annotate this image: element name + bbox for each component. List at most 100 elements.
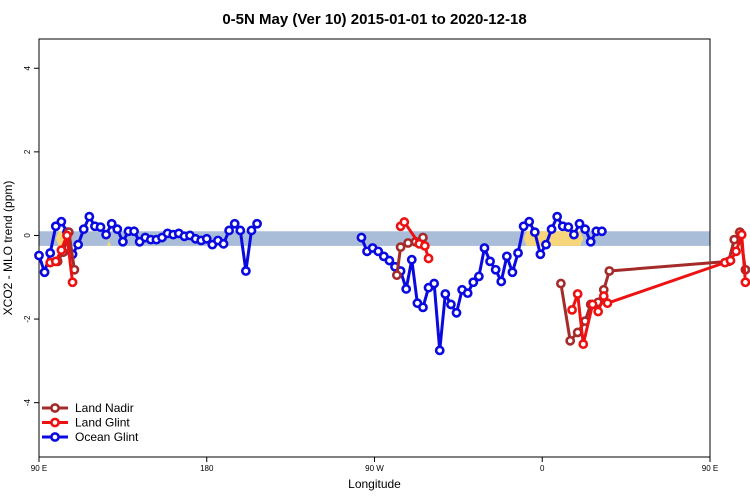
data-point	[462, 288, 473, 299]
data-point	[429, 278, 440, 289]
y-axis-label: XCO2 - MLO trend (ppm)	[1, 181, 15, 316]
legend-marker	[50, 403, 60, 413]
data-point	[434, 345, 445, 356]
chart-title: 0-5N May (Ver 10) 2015-01-01 to 2020-12-…	[222, 11, 526, 28]
data-point	[62, 230, 72, 241]
data-point	[246, 225, 257, 236]
data-point	[541, 239, 551, 250]
y-tick-label: -2	[23, 315, 32, 323]
data-point	[580, 224, 591, 235]
data-point	[384, 255, 395, 266]
data-point	[395, 242, 406, 253]
series-land-glint	[45, 217, 750, 350]
data-point	[567, 304, 577, 315]
data-point	[218, 238, 229, 249]
data-point	[736, 229, 747, 240]
data-point	[224, 225, 235, 236]
data-point	[101, 229, 111, 240]
data-point	[106, 218, 117, 229]
data-point	[406, 254, 417, 265]
data-point	[73, 239, 84, 250]
y-tick-label: 0	[23, 233, 32, 238]
axes: 90 E 180 90 W 0 90 E -4 -2 0 2 4	[23, 65, 718, 473]
series-line	[570, 233, 747, 346]
data-point	[524, 216, 535, 227]
data-point	[535, 249, 546, 260]
data-point	[572, 289, 583, 299]
data-point	[67, 277, 78, 288]
data-point	[496, 276, 507, 287]
data-point	[555, 278, 566, 289]
data-point	[419, 241, 430, 251]
x-axis-label: Longitude	[348, 477, 401, 491]
data-point	[50, 256, 61, 267]
data-point	[585, 236, 596, 247]
data-point	[604, 266, 615, 276]
x-tick-label: 90 E	[702, 464, 718, 473]
data-point	[513, 248, 523, 258]
data-point	[507, 267, 518, 278]
data-point	[574, 218, 585, 229]
data-point	[34, 250, 44, 261]
data-point	[587, 299, 598, 310]
data-point	[45, 248, 56, 258]
x-tick-label: 90 W	[365, 464, 384, 473]
data-point	[84, 211, 95, 222]
data-point	[490, 264, 501, 275]
legend-marker	[50, 432, 60, 442]
data-point	[399, 217, 410, 227]
data-point	[229, 218, 240, 229]
data-point	[501, 251, 512, 262]
data-point	[235, 225, 246, 236]
x-tick-label: 0	[540, 464, 545, 473]
legend-entry: Ocean Glint	[42, 430, 139, 444]
data-point	[546, 224, 557, 235]
x-tick-label: 180	[200, 464, 214, 473]
data-point	[252, 218, 262, 229]
data-point	[391, 270, 402, 281]
data-point	[578, 339, 589, 350]
data-point	[403, 238, 413, 248]
data-point	[552, 211, 563, 222]
data-point	[740, 277, 750, 288]
data-point	[201, 233, 212, 244]
legend-label: Land Glint	[75, 416, 130, 430]
data-point	[598, 291, 609, 301]
data-point	[401, 284, 412, 294]
data-point	[729, 234, 740, 245]
data-point	[129, 226, 139, 237]
legend-entry: Land Glint	[42, 416, 130, 430]
data-point	[563, 222, 574, 232]
data-point	[593, 306, 604, 317]
y-tick-label: -4	[23, 399, 32, 407]
data-point	[240, 266, 251, 276]
data-point	[423, 253, 434, 264]
data-point	[418, 302, 428, 313]
data-point	[479, 243, 490, 253]
data-point	[451, 307, 462, 318]
data-point	[356, 232, 367, 243]
data-point	[596, 226, 607, 237]
data-point	[446, 299, 456, 310]
data-point	[485, 256, 495, 267]
series-line	[56, 230, 76, 270]
data-point	[731, 246, 741, 257]
legend-label: Ocean Glint	[75, 430, 139, 444]
data-point	[473, 271, 484, 282]
data-point	[112, 224, 123, 235]
data-point	[529, 227, 540, 238]
data-point	[117, 236, 128, 247]
data-point	[569, 229, 579, 240]
data-point	[56, 245, 67, 255]
y-tick-label: 2	[23, 149, 32, 154]
data-point	[565, 335, 576, 346]
data-point	[39, 267, 50, 278]
data-point	[468, 277, 479, 288]
data-point	[78, 224, 89, 235]
data-point	[95, 222, 106, 232]
legend-marker	[50, 417, 60, 428]
y-tick-label: 4	[23, 65, 32, 70]
data-point	[373, 246, 384, 257]
